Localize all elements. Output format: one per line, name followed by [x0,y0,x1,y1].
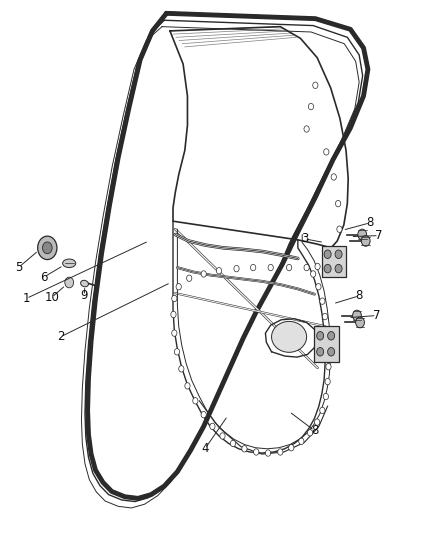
Circle shape [304,264,309,271]
Text: 5: 5 [15,261,22,274]
Circle shape [172,330,177,336]
Circle shape [234,265,239,272]
Circle shape [172,295,177,302]
Circle shape [323,393,328,400]
Circle shape [201,411,206,418]
Circle shape [335,264,342,273]
Text: 10: 10 [44,291,59,304]
Circle shape [356,317,364,328]
Circle shape [187,275,192,281]
Text: 1: 1 [22,292,30,305]
Circle shape [201,271,206,277]
Circle shape [328,332,335,340]
Circle shape [361,236,370,246]
Polygon shape [322,246,346,277]
Circle shape [210,423,215,430]
Circle shape [251,264,256,271]
Circle shape [315,263,320,270]
Circle shape [308,103,314,110]
Text: 8: 8 [367,216,374,229]
Circle shape [358,229,367,240]
Circle shape [254,449,259,455]
Circle shape [320,407,325,414]
Text: 2: 2 [57,330,64,343]
Circle shape [326,348,331,354]
Text: 3: 3 [301,232,308,245]
Circle shape [325,378,330,385]
Circle shape [42,242,52,254]
Circle shape [171,311,176,318]
Circle shape [286,264,292,271]
Text: 9: 9 [80,289,88,302]
Text: 6: 6 [40,271,48,284]
Circle shape [337,226,342,232]
Circle shape [311,271,316,277]
Circle shape [179,366,184,372]
Circle shape [324,149,329,155]
Circle shape [326,364,331,370]
Circle shape [317,332,324,340]
Circle shape [335,250,342,259]
Circle shape [336,200,341,207]
Circle shape [314,419,320,425]
Circle shape [176,284,181,290]
Ellipse shape [63,259,76,268]
Circle shape [268,264,273,271]
Circle shape [331,174,336,180]
Circle shape [220,433,225,439]
Circle shape [313,82,318,88]
Circle shape [193,398,198,404]
Circle shape [230,440,236,447]
Circle shape [325,330,330,337]
Circle shape [324,250,331,259]
Circle shape [278,449,283,455]
Ellipse shape [272,321,307,352]
Circle shape [325,258,330,264]
Circle shape [322,313,328,320]
Circle shape [65,277,74,288]
Text: 8: 8 [356,289,363,302]
Circle shape [320,298,325,304]
Circle shape [328,348,335,356]
Circle shape [216,268,222,274]
Circle shape [353,310,361,321]
Circle shape [38,236,57,260]
Ellipse shape [81,280,88,287]
Circle shape [242,446,247,452]
Circle shape [289,445,294,451]
Polygon shape [314,326,339,362]
Circle shape [304,126,309,132]
Circle shape [265,450,271,456]
Circle shape [307,430,313,436]
Text: 4: 4 [201,442,209,455]
Circle shape [330,246,336,253]
Text: 7: 7 [375,229,383,242]
Circle shape [316,284,321,290]
Circle shape [299,438,304,445]
Text: 7: 7 [373,309,381,322]
Circle shape [317,348,324,356]
Circle shape [185,383,190,389]
Circle shape [174,349,180,355]
Circle shape [324,264,331,273]
Text: 8: 8 [311,424,318,437]
